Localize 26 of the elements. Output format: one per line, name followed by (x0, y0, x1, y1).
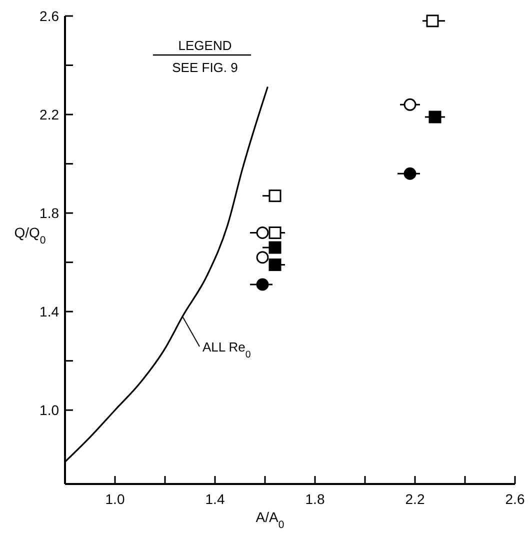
annotation: LEGEND (178, 38, 232, 53)
y-tick-label: 1.0 (40, 402, 60, 418)
point (428, 110, 442, 124)
point (404, 167, 416, 180)
annotation: ALL Re$_{0}$ (202, 340, 252, 360)
point (256, 251, 269, 264)
x-tick-label: 2.6 (505, 491, 525, 507)
x-tick-label: 1.0 (105, 491, 125, 507)
x-tick-label: 2.2 (405, 491, 425, 507)
point (268, 258, 282, 272)
y-tick-label: 2.2 (40, 106, 60, 123)
annotation: SEE FIG. 9 (172, 60, 238, 75)
y-tick-label: 2.6 (40, 8, 60, 24)
y-tick-label: 1.4 (40, 304, 60, 320)
y-tick-label: 1.8 (40, 205, 60, 222)
point (268, 190, 282, 202)
x-tick-label: 1.4 (205, 491, 225, 507)
point (268, 226, 282, 240)
x-axis-title: A/A$_{0}$ (256, 509, 284, 531)
x-tick-label: 1.8 (305, 491, 325, 507)
point (404, 98, 416, 111)
point (256, 226, 269, 240)
point (268, 241, 282, 254)
point (426, 14, 439, 28)
point (256, 278, 269, 291)
y-axis-title: Q/Q$_{0}$ (14, 224, 46, 247)
